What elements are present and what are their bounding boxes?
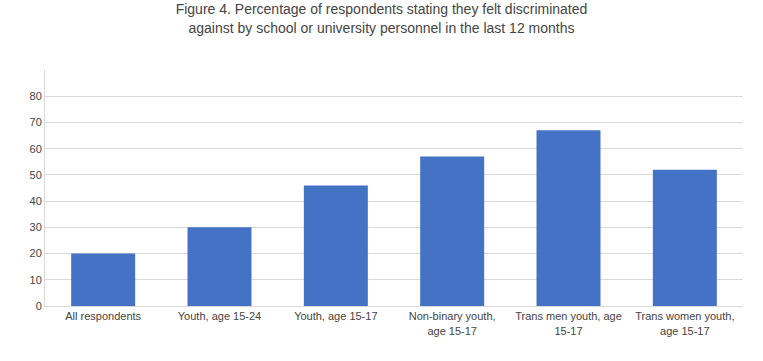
svg-text:60: 60 [30,143,42,155]
svg-text:50: 50 [30,169,42,181]
svg-text:20: 20 [30,247,42,259]
svg-text:70: 70 [30,116,42,128]
svg-text:80: 80 [30,90,42,102]
svg-text:Figure 4. Percentage of respon: Figure 4. Percentage of respondents stat… [176,1,588,35]
svg-text:30: 30 [30,221,42,233]
svg-text:All respondents: All respondents [65,310,141,322]
svg-text:Youth, age 15-17: Youth, age 15-17 [294,310,377,322]
svg-text:Trans women youth,age 15-17: Trans women youth,age 15-17 [635,310,734,336]
svg-text:Youth, age 15-24: Youth, age 15-24 [178,310,261,322]
svg-text:40: 40 [30,195,42,207]
svg-text:10: 10 [30,274,42,286]
svg-text:Trans men youth, age15-17: Trans men youth, age15-17 [515,310,622,336]
svg-text:Non-binary youth,age 15-17: Non-binary youth,age 15-17 [409,310,496,336]
svg-text:0: 0 [36,300,42,312]
